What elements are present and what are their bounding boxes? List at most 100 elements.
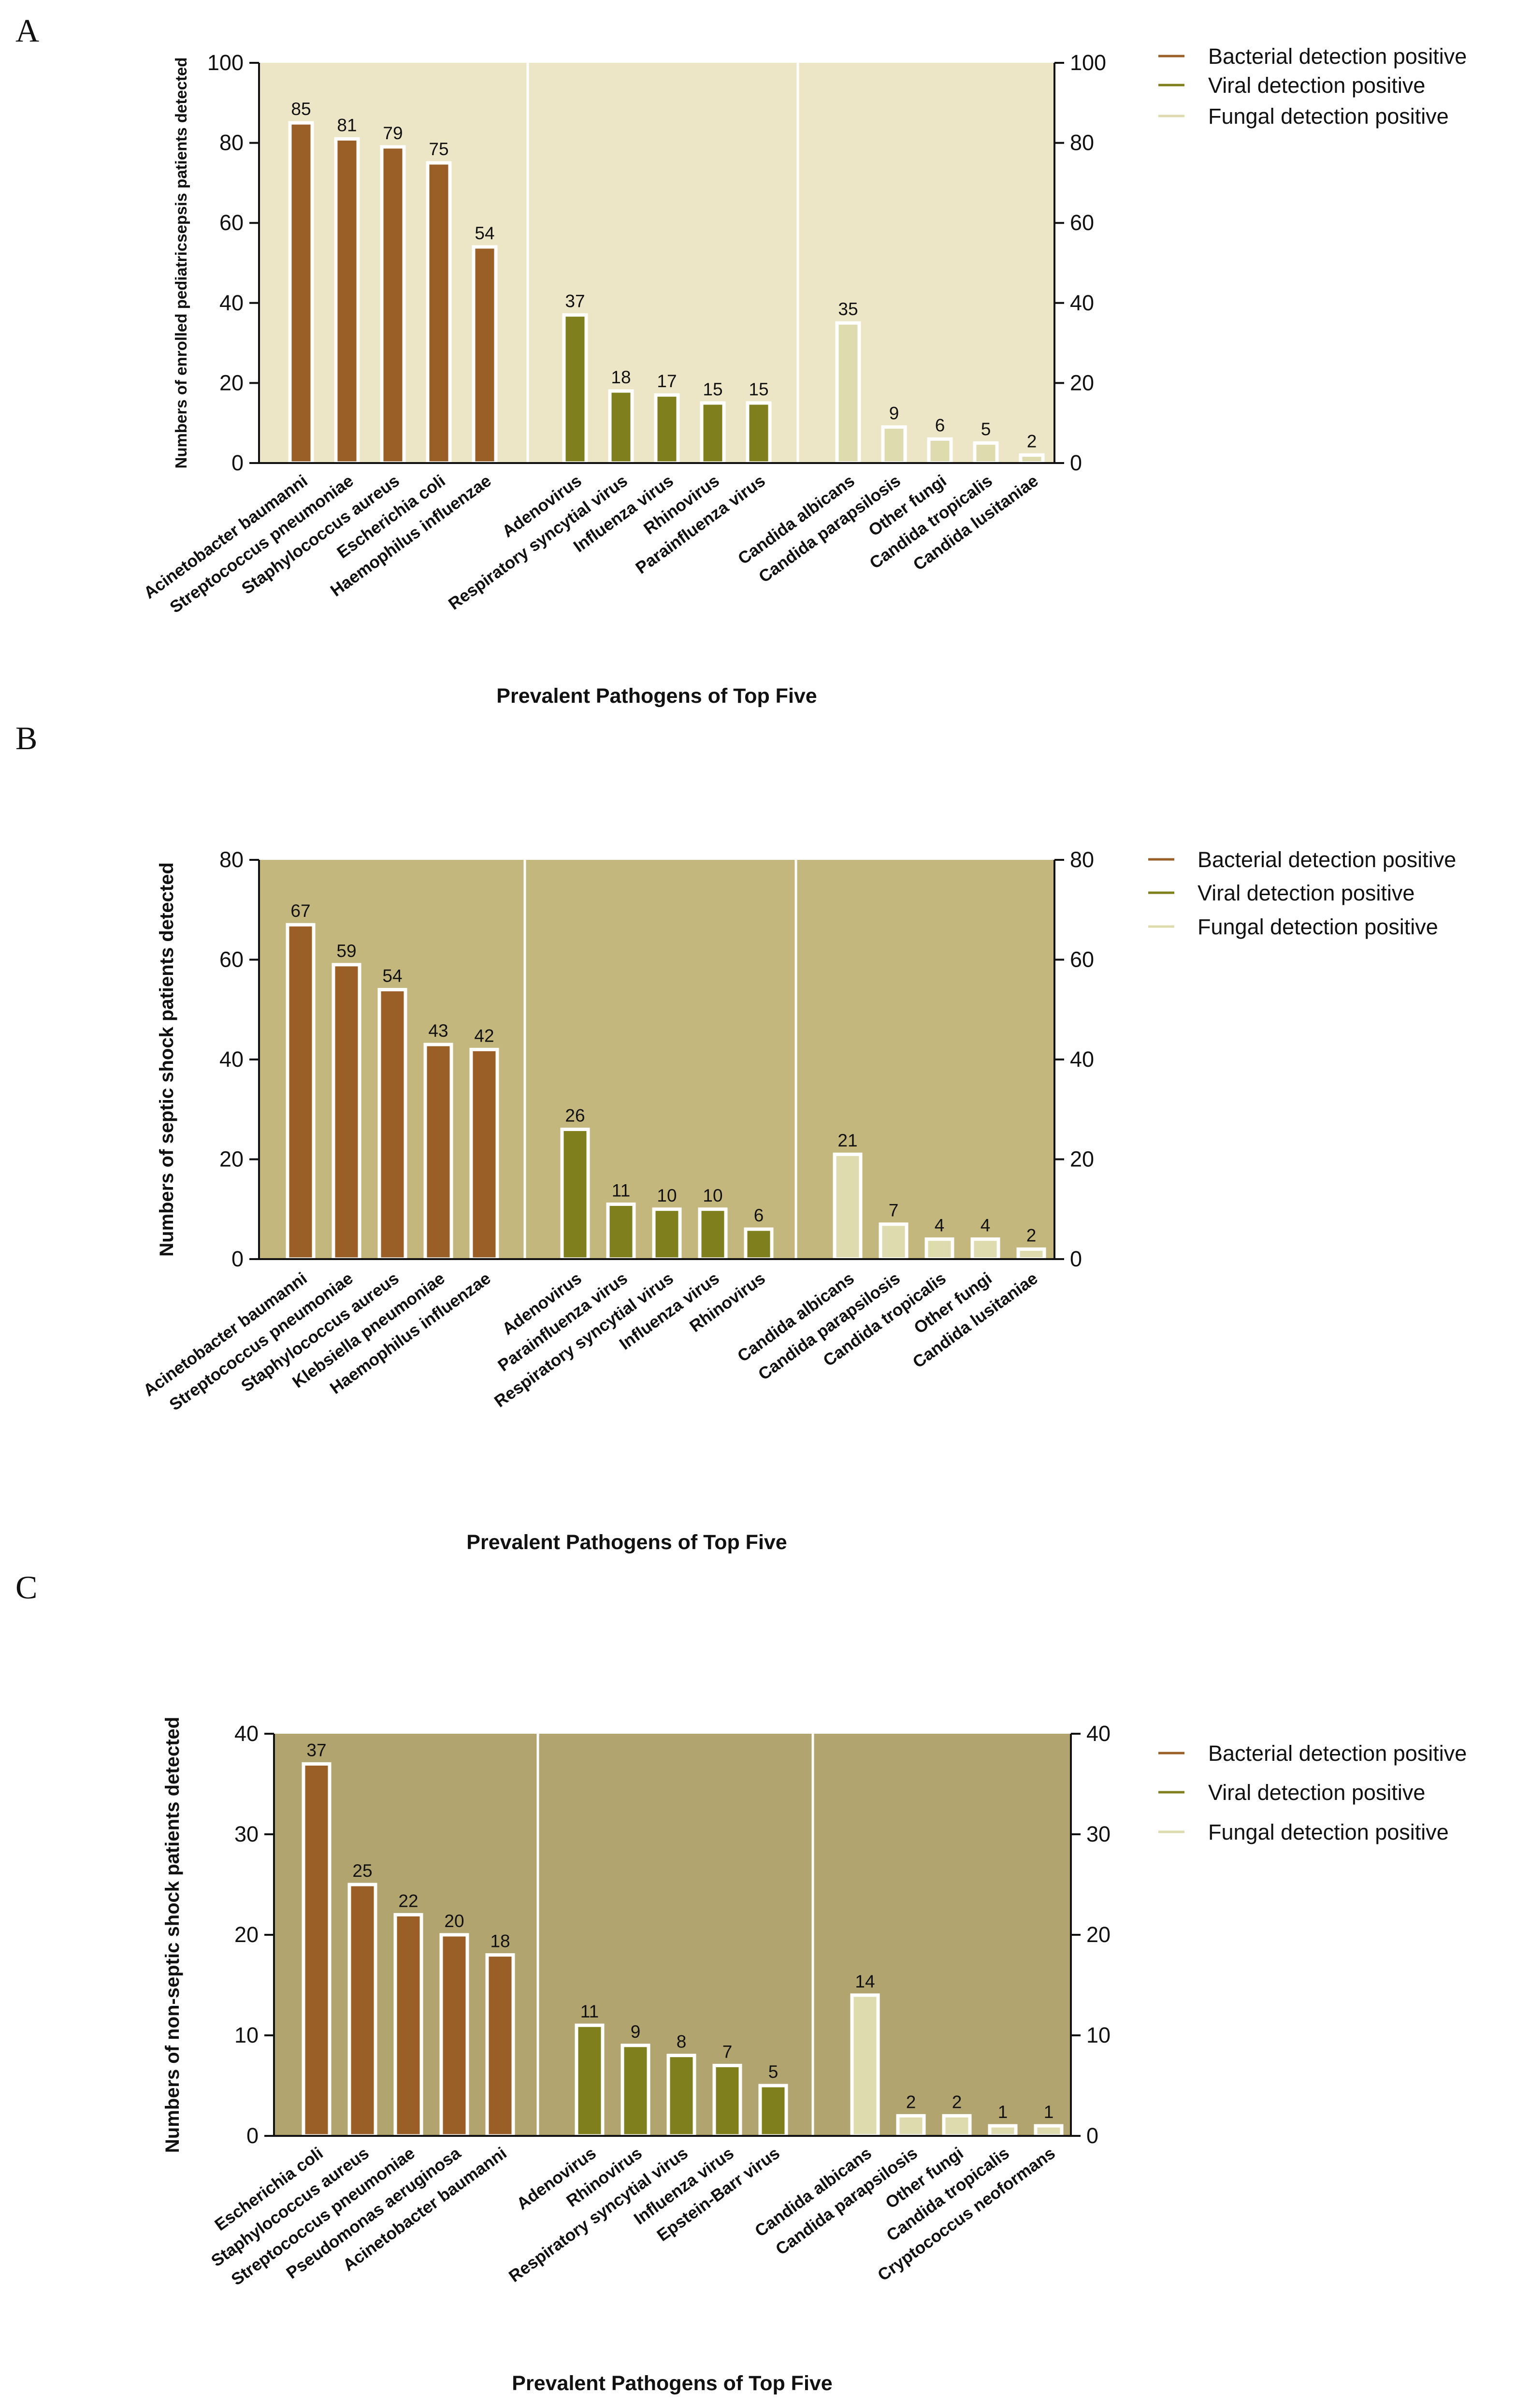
data-label-candida-tropicalis: 4 [935, 1216, 945, 1235]
data-label-adenovirus: 11 [580, 2002, 599, 2021]
bar-viral-parainfluenza-virus [606, 1202, 636, 1261]
y-tick-right-label: 20 [1070, 370, 1094, 395]
legend-label-viral-c: Viral detection positive [1208, 1780, 1425, 1805]
data-label-other-fungi: 2 [952, 2092, 962, 2112]
y-tick-left-label: 10 [234, 2023, 259, 2047]
legend-label-bacterial-a: Bacterial detection positive [1208, 44, 1467, 69]
bar-viral-adenovirus [560, 1128, 590, 1261]
y-tick-left-label: 20 [234, 1922, 259, 1947]
bar-bacterial-klebsiella-pneumoniae [423, 1043, 453, 1261]
bar-fungal-candida-tropicalis [924, 1237, 954, 1261]
bar-viral-rhinovirus [620, 2044, 650, 2138]
bar-viral-influenza-virus [712, 2063, 742, 2138]
bar-bacterial-pseudomonas-aeruginosa [439, 1933, 469, 2138]
legend-label-fungal-a: Fungal detection positive [1208, 104, 1449, 129]
bar-viral-influenza-virus [698, 1207, 728, 1261]
data-label-candida-albicans: 14 [855, 1972, 875, 1991]
data-label-candida-parapsilosis: 2 [906, 2092, 916, 2112]
y-tick-right-label: 20 [1070, 1147, 1094, 1172]
data-label-escherichia-coli: 75 [429, 139, 448, 159]
y-tick-left-label: 40 [234, 1721, 259, 1746]
y-axis-label-a: Numbers of enrolled pediatricsepsis pati… [172, 58, 190, 469]
bar-fungal-other-fungi [942, 2114, 972, 2138]
data-label-respiratory-syncytial-virus: 18 [611, 367, 631, 387]
legend-b: Bacterial detection positive Viral detec… [1148, 847, 1456, 939]
data-label-candida-albicans: 21 [837, 1131, 857, 1150]
bar-bacterial-staphylococcus-aureus [347, 1883, 377, 2138]
bar-bacterial-streptococcus-pneumoniae [393, 1913, 423, 2138]
y-tick-left-label: 80 [219, 847, 244, 872]
data-label-staphylococcus-aureus: 79 [383, 123, 403, 143]
y-tick-left-label: 100 [207, 50, 244, 75]
category-label-respiratory-syncytial-virus: Respiratory syncytial virus [505, 2144, 692, 2286]
data-label-haemophilus-influenzae: 42 [474, 1026, 494, 1045]
bar-fungal-candida-parapsilosis [881, 425, 907, 465]
y-tick-left-label: 60 [219, 210, 244, 235]
y-tick-right-label: 40 [1086, 1721, 1111, 1746]
y-tick-right-label: 40 [1070, 290, 1094, 315]
bar-fungal-candida-albicans [850, 1993, 880, 2138]
data-label-influenza-virus: 7 [722, 2042, 733, 2061]
data-label-parainfluenza-virus: 11 [612, 1180, 630, 1200]
data-label-haemophilus-influenzae: 54 [475, 223, 494, 243]
data-label-candida-parapsilosis: 9 [889, 403, 899, 423]
data-label-epstein-barr-virus: 5 [768, 2062, 779, 2082]
bar-fungal-candida-albicans [835, 321, 861, 465]
bar-bacterial-staphylococcus-aureus [380, 145, 406, 465]
bar-bacterial-haemophilus-influenzae [469, 1047, 499, 1261]
y-axis-left-ticks-a: 0 20 40 60 80 100 [207, 50, 259, 475]
y-tick-left-label: 40 [219, 290, 244, 315]
bar-bacterial-haemophilus-influenzae [472, 245, 498, 465]
y-tick-left-label: 0 [246, 2123, 259, 2148]
y-tick-right-label: 40 [1070, 1047, 1094, 1072]
y-tick-left-label: 20 [219, 1147, 244, 1172]
y-tick-right-label: 0 [1086, 2123, 1098, 2148]
y-tick-right-label: 60 [1070, 210, 1094, 235]
bar-viral-rhinovirus [744, 1227, 774, 1261]
data-label-rhinovirus: 9 [631, 2022, 641, 2042]
data-label-cryptococcus-neoformans: 1 [1044, 2102, 1054, 2122]
y-axis-label-c: Numbers of non-septic shock patients det… [162, 1717, 183, 2153]
panel-a: A 85 81 79 75 54 37 18 17 15 15 35 9 6 5 2 0 20 40 60 80 10… [15, 12, 1467, 708]
bar-viral-influenza-virus [654, 393, 680, 465]
y-tick-right-label: 30 [1086, 1822, 1111, 1846]
bar-fungal-cryptococcus-neoformans [1034, 2124, 1064, 2138]
bar-viral-adenovirus [562, 313, 588, 465]
bar-bacterial-acinetobacter-baumanni [485, 1953, 515, 2138]
y-tick-right-label: 80 [1070, 847, 1094, 872]
bar-viral-rhinovirus [700, 401, 726, 465]
data-label-staphylococcus-aureus: 54 [382, 966, 402, 986]
data-label-respiratory-syncytial-virus: 8 [677, 2032, 687, 2052]
bar-viral-epstein-barr-virus [758, 2084, 788, 2138]
data-label-candida-lusitaniae: 2 [1026, 1225, 1037, 1245]
bar-viral-parainfluenza-virus [746, 401, 772, 465]
legend-label-viral-a: Viral detection positive [1208, 73, 1425, 98]
data-label-candida-tropicalis: 1 [998, 2102, 1008, 2122]
bar-fungal-candida-parapsilosis [879, 1222, 909, 1261]
bar-fungal-candida-tropicalis [973, 441, 999, 465]
data-label-candida-tropicalis: 5 [981, 420, 991, 439]
legend-c: Bacterial detection positive Viral detec… [1158, 1741, 1467, 1844]
data-label-streptococcus-pneumoniae: 81 [337, 115, 357, 135]
y-axis-left-ticks-c: 0 10 20 30 40 [234, 1721, 274, 2148]
x-axis-label-b: Prevalent Pathogens of Top Five [466, 1531, 787, 1554]
y-axis-right-ticks-c: 0 10 20 30 40 [1071, 1721, 1111, 2148]
category-label-streptococcus-pneumoniae: Streptococcus pneumoniae [166, 1269, 356, 1414]
y-axis-left-ticks-b: 0 20 40 60 80 [219, 847, 259, 1271]
y-tick-left-label: 0 [231, 450, 244, 475]
data-label-escherichia-coli: 37 [306, 1740, 326, 1760]
legend-label-bacterial-b: Bacterial detection positive [1198, 847, 1456, 872]
data-label-adenovirus: 37 [565, 291, 585, 311]
y-tick-left-label: 60 [219, 947, 244, 972]
data-label-candida-parapsilosis: 7 [889, 1201, 899, 1220]
bar-fungal-candida-parapsilosis [896, 2114, 926, 2138]
data-label-streptococcus-pneumoniae: 59 [336, 941, 356, 961]
bar-bacterial-staphylococcus-aureus [377, 987, 407, 1261]
y-axis-right-ticks-a: 0 20 40 60 80 100 [1054, 50, 1106, 475]
category-label-respiratory-syncytial-virus: Respiratory syncytial virus [491, 1269, 677, 1411]
legend-label-bacterial-c: Bacterial detection positive [1208, 1741, 1467, 1766]
panel-letter-b: B [15, 720, 37, 756]
